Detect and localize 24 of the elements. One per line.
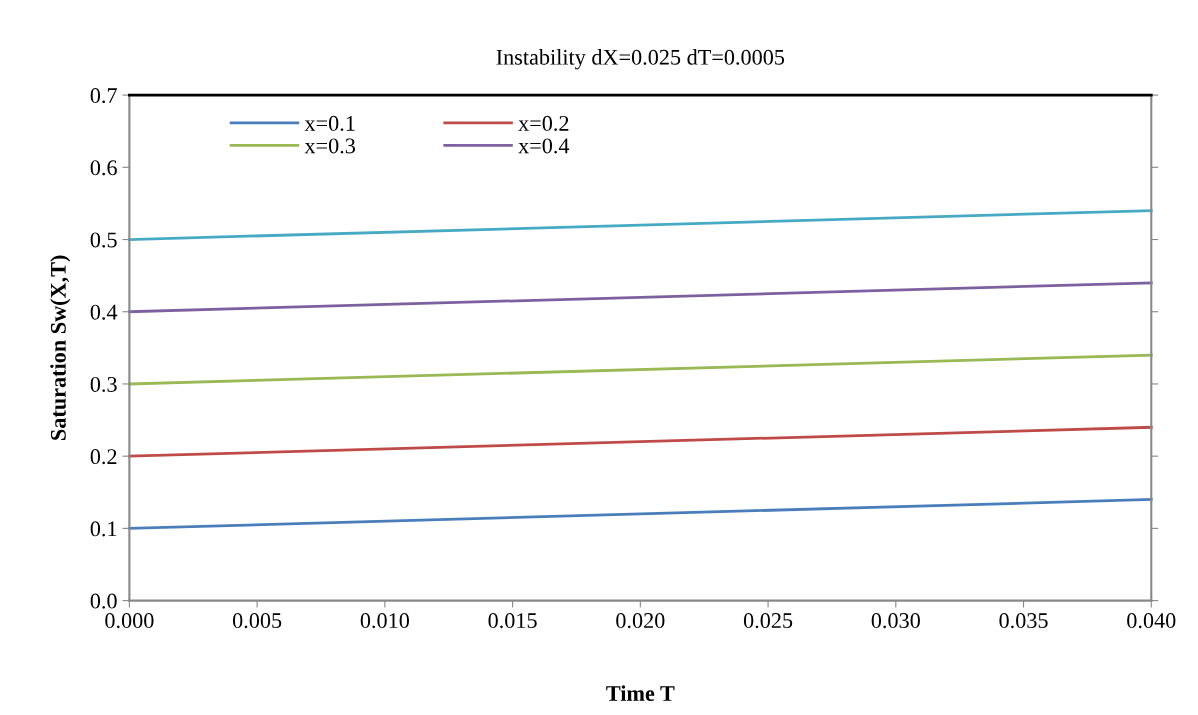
x-axis-title: Time T <box>606 685 675 701</box>
x-tick-label: 0.030 <box>871 613 920 629</box>
legend-label: x=0.1 <box>304 115 355 131</box>
y-tick-label: 0.7 <box>90 88 117 104</box>
y-tick-label: 0.3 <box>90 376 117 392</box>
y-tick-label: 0.0 <box>90 593 117 609</box>
y-tick-label: 0.1 <box>90 521 117 537</box>
x-tick-label: 0.020 <box>616 613 665 629</box>
x-tick-label: 0.040 <box>1127 613 1176 629</box>
y-tick-label: 0.4 <box>90 304 118 320</box>
x-tick-label: 0.025 <box>743 613 793 629</box>
y-axis-title: Saturation Sw(X,T) <box>50 255 71 440</box>
x-tick-label: 0.000 <box>105 613 154 629</box>
chart-title: Instability dX=0.025 dT=0.0005 <box>496 49 785 70</box>
x-tick-label: 0.015 <box>488 613 537 629</box>
x-tick-label: 0.035 <box>999 613 1048 629</box>
y-tick-label: 0.2 <box>90 449 117 465</box>
x-tick-label: 0.010 <box>360 613 410 629</box>
legend-label: x=0.4 <box>518 138 570 154</box>
y-tick-label: 0.6 <box>90 160 117 176</box>
legend-label: x=0.3 <box>304 138 356 154</box>
legend-label: x=0.2 <box>518 115 569 131</box>
y-tick-label: 0.5 <box>90 232 117 248</box>
x-tick-label: 0.005 <box>232 613 282 629</box>
